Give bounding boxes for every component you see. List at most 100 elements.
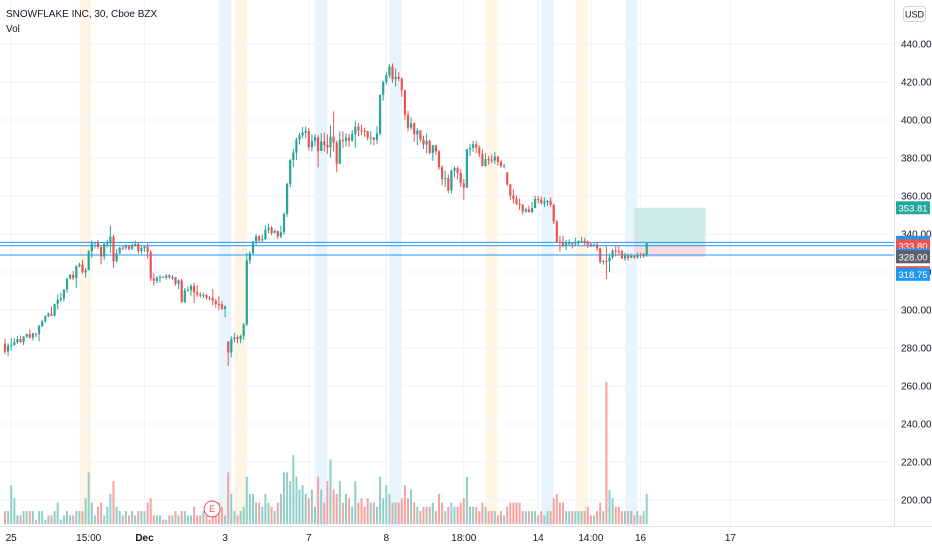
candle-body[interactable] bbox=[487, 159, 490, 161]
candle-body[interactable] bbox=[233, 337, 236, 340]
candle-body[interactable] bbox=[465, 149, 468, 188]
candle-body[interactable] bbox=[354, 126, 357, 135]
candle-body[interactable] bbox=[72, 274, 75, 279]
candle-body[interactable] bbox=[193, 286, 196, 293]
candle-body[interactable] bbox=[627, 255, 630, 258]
candle-body[interactable] bbox=[261, 239, 264, 241]
candle-body[interactable] bbox=[180, 280, 183, 303]
candle-body[interactable] bbox=[267, 227, 270, 230]
candle-body[interactable] bbox=[205, 294, 208, 298]
candle-body[interactable] bbox=[158, 276, 162, 278]
candle-body[interactable] bbox=[596, 244, 599, 249]
candle-body[interactable] bbox=[499, 161, 503, 167]
candle-body[interactable] bbox=[434, 145, 437, 152]
candle-body[interactable] bbox=[152, 278, 155, 281]
candle-body[interactable] bbox=[236, 337, 239, 340]
candle-body[interactable] bbox=[329, 136, 332, 148]
candle-body[interactable] bbox=[391, 66, 394, 80]
candle-body[interactable] bbox=[472, 144, 475, 148]
candle-body[interactable] bbox=[592, 244, 596, 246]
candle-body[interactable] bbox=[527, 209, 530, 213]
candle-body[interactable] bbox=[131, 246, 134, 250]
candle-body[interactable] bbox=[292, 152, 295, 160]
candle-body[interactable] bbox=[518, 203, 521, 205]
candle-body[interactable] bbox=[549, 200, 552, 205]
candle-body[interactable] bbox=[530, 208, 534, 213]
candle-body[interactable] bbox=[468, 147, 472, 150]
candle-body[interactable] bbox=[437, 151, 441, 168]
candle-body[interactable] bbox=[313, 137, 317, 141]
candle-body[interactable] bbox=[351, 134, 354, 141]
candle-body[interactable] bbox=[462, 183, 465, 188]
candle-body[interactable] bbox=[59, 298, 62, 300]
candle-body[interactable] bbox=[552, 204, 555, 222]
candle-body[interactable] bbox=[475, 144, 478, 148]
candle-body[interactable] bbox=[270, 227, 273, 233]
candle-body[interactable] bbox=[363, 130, 366, 132]
candle-body[interactable] bbox=[406, 114, 410, 128]
candle-body[interactable] bbox=[50, 313, 53, 316]
candle-body[interactable] bbox=[382, 82, 385, 95]
candle-body[interactable] bbox=[224, 306, 227, 309]
candle-body[interactable] bbox=[586, 241, 589, 245]
candle-body[interactable] bbox=[574, 243, 577, 245]
candle-body[interactable] bbox=[481, 153, 484, 167]
candle-body[interactable] bbox=[258, 236, 261, 241]
candle-body[interactable] bbox=[273, 230, 276, 233]
candle-body[interactable] bbox=[28, 334, 31, 338]
candle-body[interactable] bbox=[521, 204, 524, 212]
candle-body[interactable] bbox=[127, 246, 131, 250]
candle-body[interactable] bbox=[115, 253, 118, 262]
candle-body[interactable] bbox=[301, 132, 304, 136]
candle-body[interactable] bbox=[614, 250, 617, 252]
candle-body[interactable] bbox=[605, 260, 608, 262]
candle-body[interactable] bbox=[90, 243, 93, 252]
candle-body[interactable] bbox=[245, 260, 248, 325]
candle-body[interactable] bbox=[38, 326, 41, 335]
candle-body[interactable] bbox=[413, 123, 416, 135]
candle-body[interactable] bbox=[326, 144, 329, 148]
candle-body[interactable] bbox=[103, 243, 106, 257]
candle-body[interactable] bbox=[10, 344, 13, 346]
candle-body[interactable] bbox=[208, 297, 211, 299]
candle-body[interactable] bbox=[217, 303, 220, 305]
candle-body[interactable] bbox=[484, 159, 487, 167]
candle-body[interactable] bbox=[255, 236, 258, 242]
candle-body[interactable] bbox=[571, 242, 574, 245]
candle-body[interactable] bbox=[307, 131, 310, 148]
candle-body[interactable] bbox=[534, 198, 537, 209]
candle-body[interactable] bbox=[645, 242, 648, 255]
candle-body[interactable] bbox=[16, 339, 19, 343]
candle-body[interactable] bbox=[65, 278, 69, 290]
candle-body[interactable] bbox=[47, 313, 50, 317]
candle-body[interactable] bbox=[168, 275, 171, 278]
candle-body[interactable] bbox=[62, 289, 65, 299]
candle-body[interactable] bbox=[196, 292, 199, 295]
candle-body[interactable] bbox=[375, 133, 379, 140]
candle-body[interactable] bbox=[537, 198, 540, 200]
candle-body[interactable] bbox=[366, 131, 369, 138]
candle-body[interactable] bbox=[289, 159, 292, 184]
candle-body[interactable] bbox=[84, 270, 87, 273]
candle-body[interactable] bbox=[19, 339, 22, 342]
candle-body[interactable] bbox=[41, 321, 44, 327]
candle-body[interactable] bbox=[323, 141, 326, 145]
candle-body[interactable] bbox=[31, 333, 34, 338]
candle-body[interactable] bbox=[87, 251, 90, 271]
candle-body[interactable] bbox=[338, 139, 341, 164]
candle-body[interactable] bbox=[100, 246, 103, 257]
candle-body[interactable] bbox=[524, 209, 527, 212]
candle-body[interactable] bbox=[146, 246, 149, 253]
candle-body[interactable] bbox=[112, 236, 115, 262]
candle-body[interactable] bbox=[118, 247, 121, 254]
candle-body[interactable] bbox=[140, 248, 143, 252]
candle-body[interactable] bbox=[503, 165, 506, 167]
candle-body[interactable] bbox=[397, 76, 400, 79]
candle-body[interactable] bbox=[295, 139, 298, 153]
candle-body[interactable] bbox=[490, 159, 493, 161]
candle-body[interactable] bbox=[317, 137, 320, 151]
candle-body[interactable] bbox=[450, 170, 453, 191]
candle-body[interactable] bbox=[512, 195, 515, 199]
candle-body[interactable] bbox=[546, 200, 549, 202]
